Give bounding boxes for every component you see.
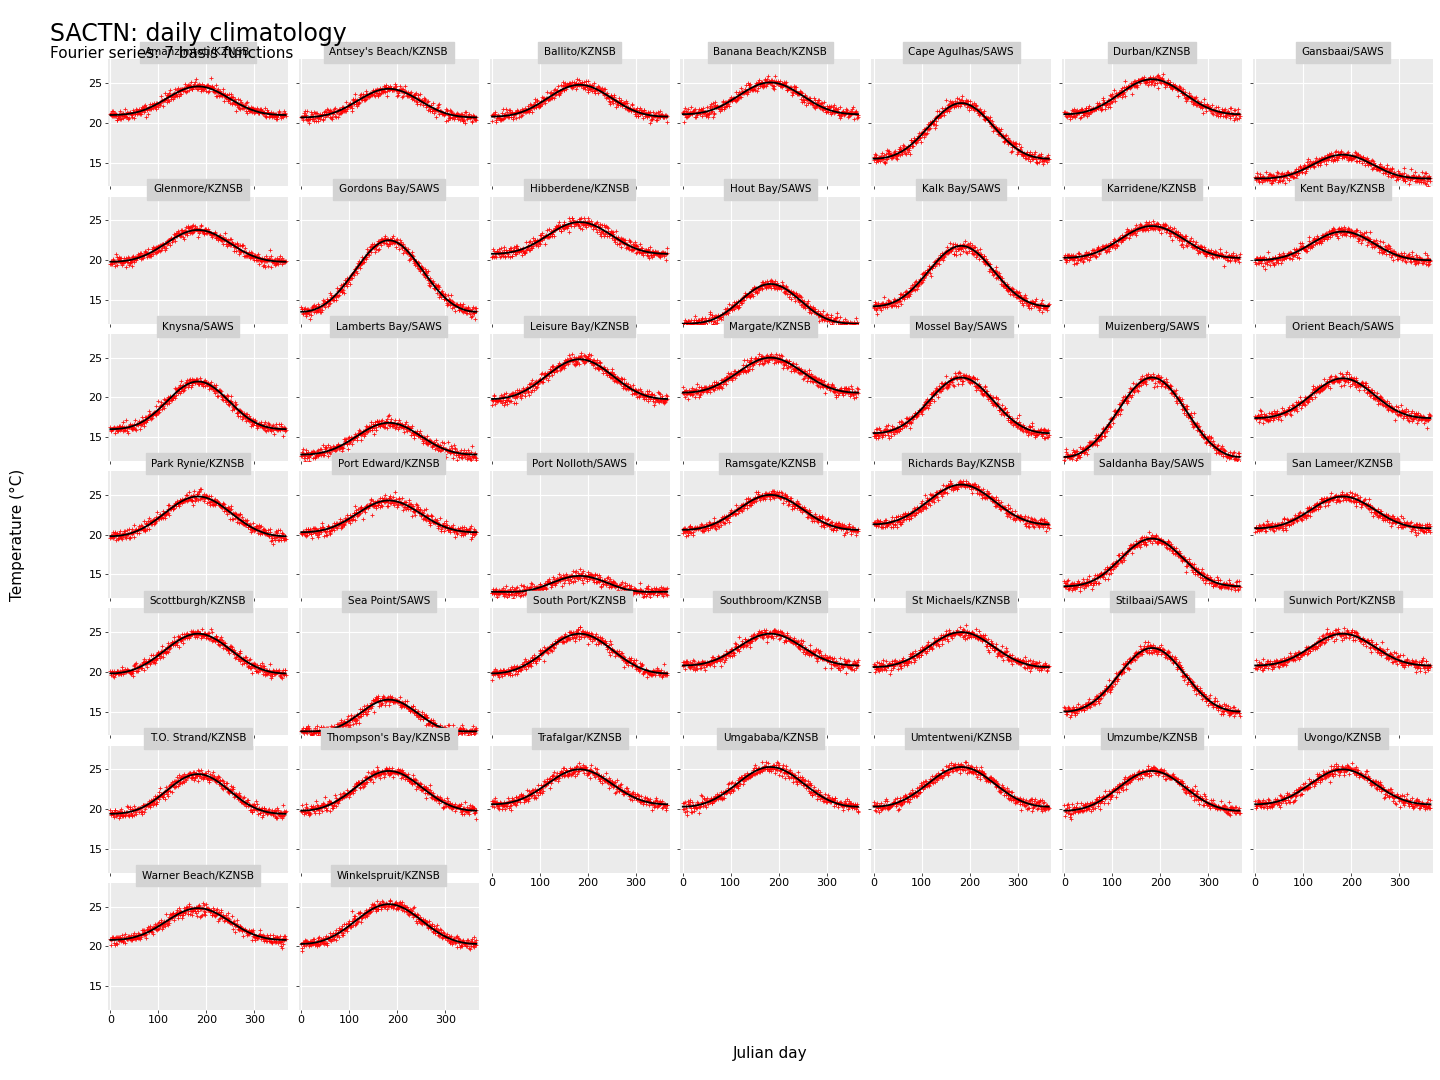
Title: Port Edward/KZNSB: Port Edward/KZNSB bbox=[338, 459, 439, 469]
Text: Julian day: Julian day bbox=[733, 1045, 808, 1061]
Title: Park Rynie/KZNSB: Park Rynie/KZNSB bbox=[151, 459, 245, 469]
Title: Warner Beach/KZNSB: Warner Beach/KZNSB bbox=[143, 870, 253, 880]
Title: Lamberts Bay/SAWS: Lamberts Bay/SAWS bbox=[336, 322, 442, 332]
Title: Gansbaai/SAWS: Gansbaai/SAWS bbox=[1302, 48, 1384, 57]
Title: T.O. Strand/KZNSB: T.O. Strand/KZNSB bbox=[150, 733, 246, 743]
Title: St Michaels/KZNSB: St Michaels/KZNSB bbox=[912, 596, 1011, 606]
Title: Sea Point/SAWS: Sea Point/SAWS bbox=[347, 596, 431, 606]
Title: Kent Bay/KZNSB: Kent Bay/KZNSB bbox=[1300, 185, 1385, 194]
Title: Sunwich Port/KZNSB: Sunwich Port/KZNSB bbox=[1289, 596, 1397, 606]
Title: Leisure Bay/KZNSB: Leisure Bay/KZNSB bbox=[530, 322, 629, 332]
Title: Trafalgar/KZNSB: Trafalgar/KZNSB bbox=[537, 733, 622, 743]
Title: Muizenberg/SAWS: Muizenberg/SAWS bbox=[1104, 322, 1200, 332]
Title: Ramsgate/KZNSB: Ramsgate/KZNSB bbox=[724, 459, 816, 469]
Title: Cape Agulhas/SAWS: Cape Agulhas/SAWS bbox=[909, 48, 1014, 57]
Title: Southbroom/KZNSB: Southbroom/KZNSB bbox=[719, 596, 822, 606]
Title: Gordons Bay/SAWS: Gordons Bay/SAWS bbox=[338, 185, 439, 194]
Title: Amanzimtoti/KZNSB: Amanzimtoti/KZNSB bbox=[145, 48, 251, 57]
Title: Richards Bay/KZNSB: Richards Bay/KZNSB bbox=[907, 459, 1015, 469]
Title: Antsey's Beach/KZNSB: Antsey's Beach/KZNSB bbox=[330, 48, 448, 57]
Title: Karridene/KZNSB: Karridene/KZNSB bbox=[1107, 185, 1197, 194]
Title: Uvongo/KZNSB: Uvongo/KZNSB bbox=[1303, 733, 1382, 743]
Title: South Port/KZNSB: South Port/KZNSB bbox=[533, 596, 626, 606]
Title: Umgababa/KZNSB: Umgababa/KZNSB bbox=[723, 733, 818, 743]
Title: Umzumbe/KZNSB: Umzumbe/KZNSB bbox=[1106, 733, 1198, 743]
Title: Scottburgh/KZNSB: Scottburgh/KZNSB bbox=[150, 596, 246, 606]
Title: Glenmore/KZNSB: Glenmore/KZNSB bbox=[153, 185, 243, 194]
Title: Stilbaai/SAWS: Stilbaai/SAWS bbox=[1116, 596, 1188, 606]
Title: Thompson's Bay/KZNSB: Thompson's Bay/KZNSB bbox=[327, 733, 451, 743]
Title: Kalk Bay/SAWS: Kalk Bay/SAWS bbox=[922, 185, 1001, 194]
Title: Margate/KZNSB: Margate/KZNSB bbox=[730, 322, 811, 332]
Title: Hout Bay/SAWS: Hout Bay/SAWS bbox=[730, 185, 811, 194]
Title: Saldanha Bay/SAWS: Saldanha Bay/SAWS bbox=[1099, 459, 1205, 469]
Title: Durban/KZNSB: Durban/KZNSB bbox=[1113, 48, 1191, 57]
Title: Winkelspruit/KZNSB: Winkelspruit/KZNSB bbox=[337, 870, 441, 880]
Title: Ballito/KZNSB: Ballito/KZNSB bbox=[544, 48, 615, 57]
Title: Orient Beach/SAWS: Orient Beach/SAWS bbox=[1292, 322, 1394, 332]
Title: Port Nolloth/SAWS: Port Nolloth/SAWS bbox=[533, 459, 626, 469]
Title: San Lameer/KZNSB: San Lameer/KZNSB bbox=[1292, 459, 1394, 469]
Text: Fourier series: 7 basis functions: Fourier series: 7 basis functions bbox=[50, 46, 294, 62]
Text: Temperature (°C): Temperature (°C) bbox=[10, 469, 24, 600]
Title: Mossel Bay/SAWS: Mossel Bay/SAWS bbox=[914, 322, 1008, 332]
Title: Knysna/SAWS: Knysna/SAWS bbox=[163, 322, 233, 332]
Title: Hibberdene/KZNSB: Hibberdene/KZNSB bbox=[530, 185, 629, 194]
Text: SACTN: daily climatology: SACTN: daily climatology bbox=[50, 22, 347, 45]
Title: Banana Beach/KZNSB: Banana Beach/KZNSB bbox=[713, 48, 828, 57]
Title: Umtentweni/KZNSB: Umtentweni/KZNSB bbox=[910, 733, 1012, 743]
